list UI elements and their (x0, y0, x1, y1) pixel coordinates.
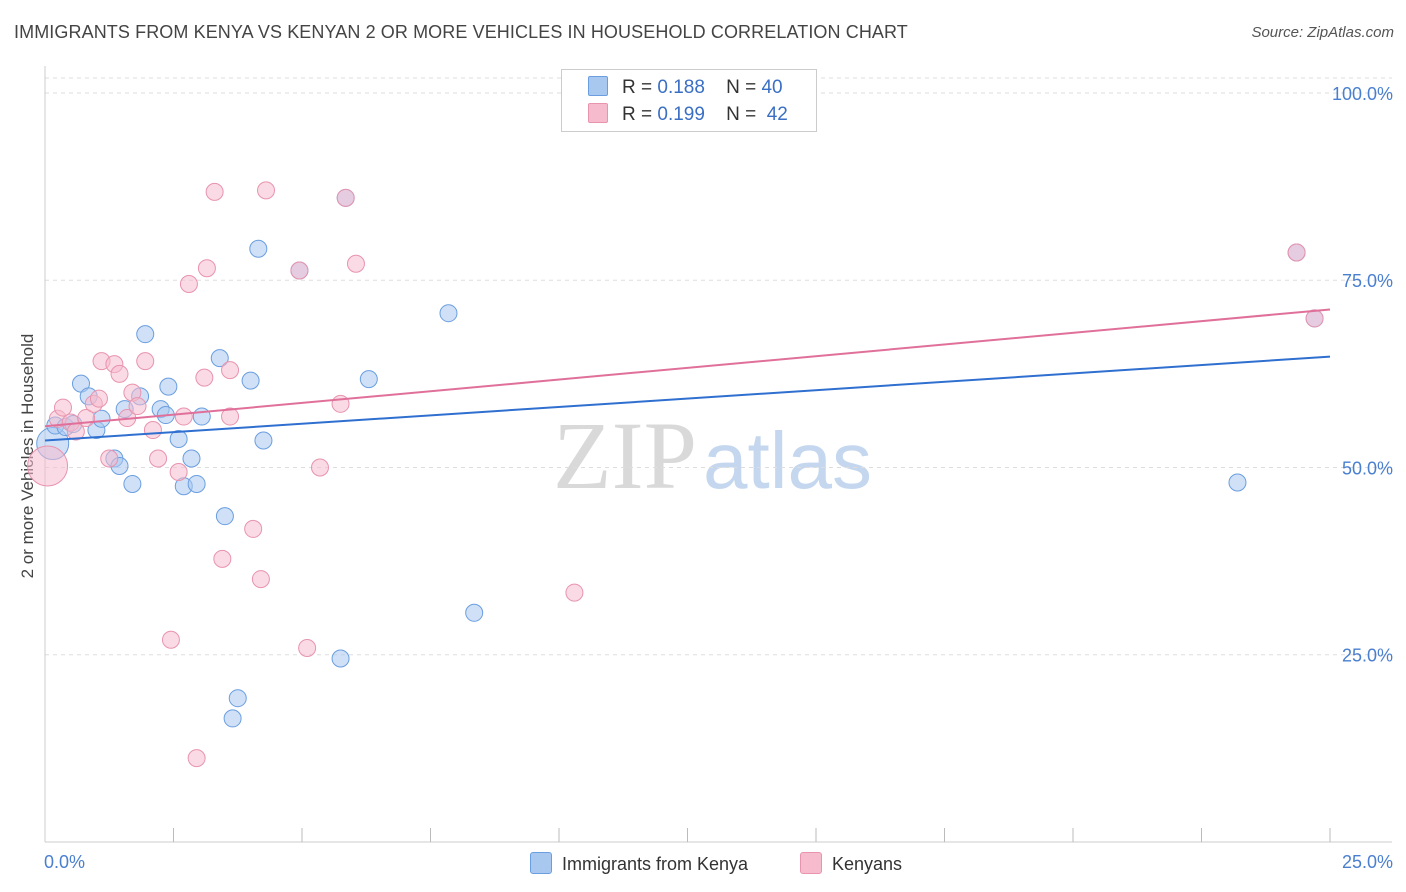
kenya-point (187, 474, 206, 493)
y-tick-label: 75.0% (1342, 271, 1393, 291)
legend-n-label: N = (726, 77, 757, 98)
chart-title: IMMIGRANTS FROM KENYA VS KENYAN 2 OR MOR… (14, 22, 908, 42)
kenya-point (1228, 473, 1247, 492)
kenya-point (228, 689, 247, 708)
kenya-point (123, 474, 142, 493)
legend-n-value: 40 (761, 77, 783, 98)
kenyans-point (27, 445, 69, 487)
legend-swatch-kenyans (588, 103, 608, 123)
legend-n-label: N = (726, 104, 757, 125)
kenyans-point (143, 421, 162, 440)
kenya-point (249, 239, 268, 258)
kenyans-point (221, 361, 240, 380)
legend-r-value: 0.188 (657, 77, 705, 98)
kenya-point (223, 709, 242, 728)
kenyans-point (331, 394, 350, 413)
legend-r-value: 0.199 (657, 104, 705, 125)
kenyans-point (213, 549, 232, 568)
kenyans-point (179, 274, 198, 293)
kenyans-point (149, 449, 168, 468)
kenyans-point (346, 254, 365, 273)
kenyans-point (1287, 243, 1306, 262)
watermark: ZIPatlas (553, 400, 872, 511)
kenya-point (254, 431, 273, 450)
kenyans-point (110, 364, 129, 383)
kenyans-point (298, 639, 317, 658)
y-tick-label: 100.0% (1332, 84, 1393, 104)
kenya-point (241, 371, 260, 390)
bottom-legend-kenyans: Kenyans (800, 852, 902, 875)
legend-n-value: 42 (766, 104, 788, 125)
watermark-atlas: atlas (703, 416, 872, 505)
legend-swatch-kenya (588, 76, 608, 96)
kenyans-point (195, 368, 214, 387)
kenyans-point (136, 352, 155, 371)
kenyans-point (161, 630, 180, 649)
watermark-zip: ZIP (553, 402, 697, 509)
kenya-point (182, 449, 201, 468)
kenya-trend-line (44, 355, 1331, 442)
legend-row-kenya: R = 0.188 N = 40 (588, 76, 783, 100)
kenya-point (465, 603, 484, 622)
kenya-point (215, 507, 234, 526)
bottom-legend-label-kenya: Immigrants from Kenya (562, 854, 749, 874)
stats-legend: R = 0.188 N = 40 R = 0.199 N = 42 (561, 69, 817, 132)
bottom-legend-swatch-kenyans (800, 852, 822, 874)
kenyans-trend-line (44, 308, 1331, 428)
y-tick-label: 50.0% (1342, 458, 1393, 478)
kenya-point (136, 325, 155, 344)
kenyans-point (336, 188, 355, 207)
bottom-legend-kenya: Immigrants from Kenya (530, 852, 748, 875)
kenyans-point (310, 458, 329, 477)
legend-row-kenyans: R = 0.199 N = 42 (588, 103, 788, 127)
y-tick-label: 25.0% (1342, 646, 1393, 666)
kenyans-point (89, 389, 108, 408)
kenyans-point (290, 261, 309, 280)
kenyans-point (169, 462, 188, 481)
kenya-point (210, 349, 229, 368)
kenyans-point (221, 407, 240, 426)
kenyans-point (100, 449, 119, 468)
kenyans-point (251, 570, 270, 589)
kenyans-point (174, 407, 193, 426)
kenya-point (159, 377, 178, 396)
legend-r-label: R = (622, 104, 653, 125)
kenya-point (439, 304, 458, 323)
bottom-legend-label-kenyans: Kenyans (832, 854, 903, 874)
kenyans-point (197, 259, 216, 278)
kenyans-point (128, 397, 147, 416)
kenya-point (331, 649, 350, 668)
legend-r-label: R = (622, 77, 653, 98)
kenya-point (169, 430, 188, 449)
kenyans-point (1305, 309, 1324, 328)
kenya-point (92, 409, 111, 428)
kenyans-point (53, 398, 72, 417)
source-credit: Source: ZipAtlas.com (1251, 24, 1394, 41)
kenya-point (359, 370, 378, 389)
x-tick-label: 25.0% (1342, 852, 1393, 872)
x-tick-label: 0.0% (44, 852, 85, 872)
kenyans-point (565, 583, 584, 602)
kenyans-point (257, 181, 276, 200)
kenyans-point (244, 519, 263, 538)
kenyans-point (205, 182, 224, 201)
kenyans-point (187, 749, 206, 768)
bottom-legend-swatch-kenya (530, 852, 552, 874)
